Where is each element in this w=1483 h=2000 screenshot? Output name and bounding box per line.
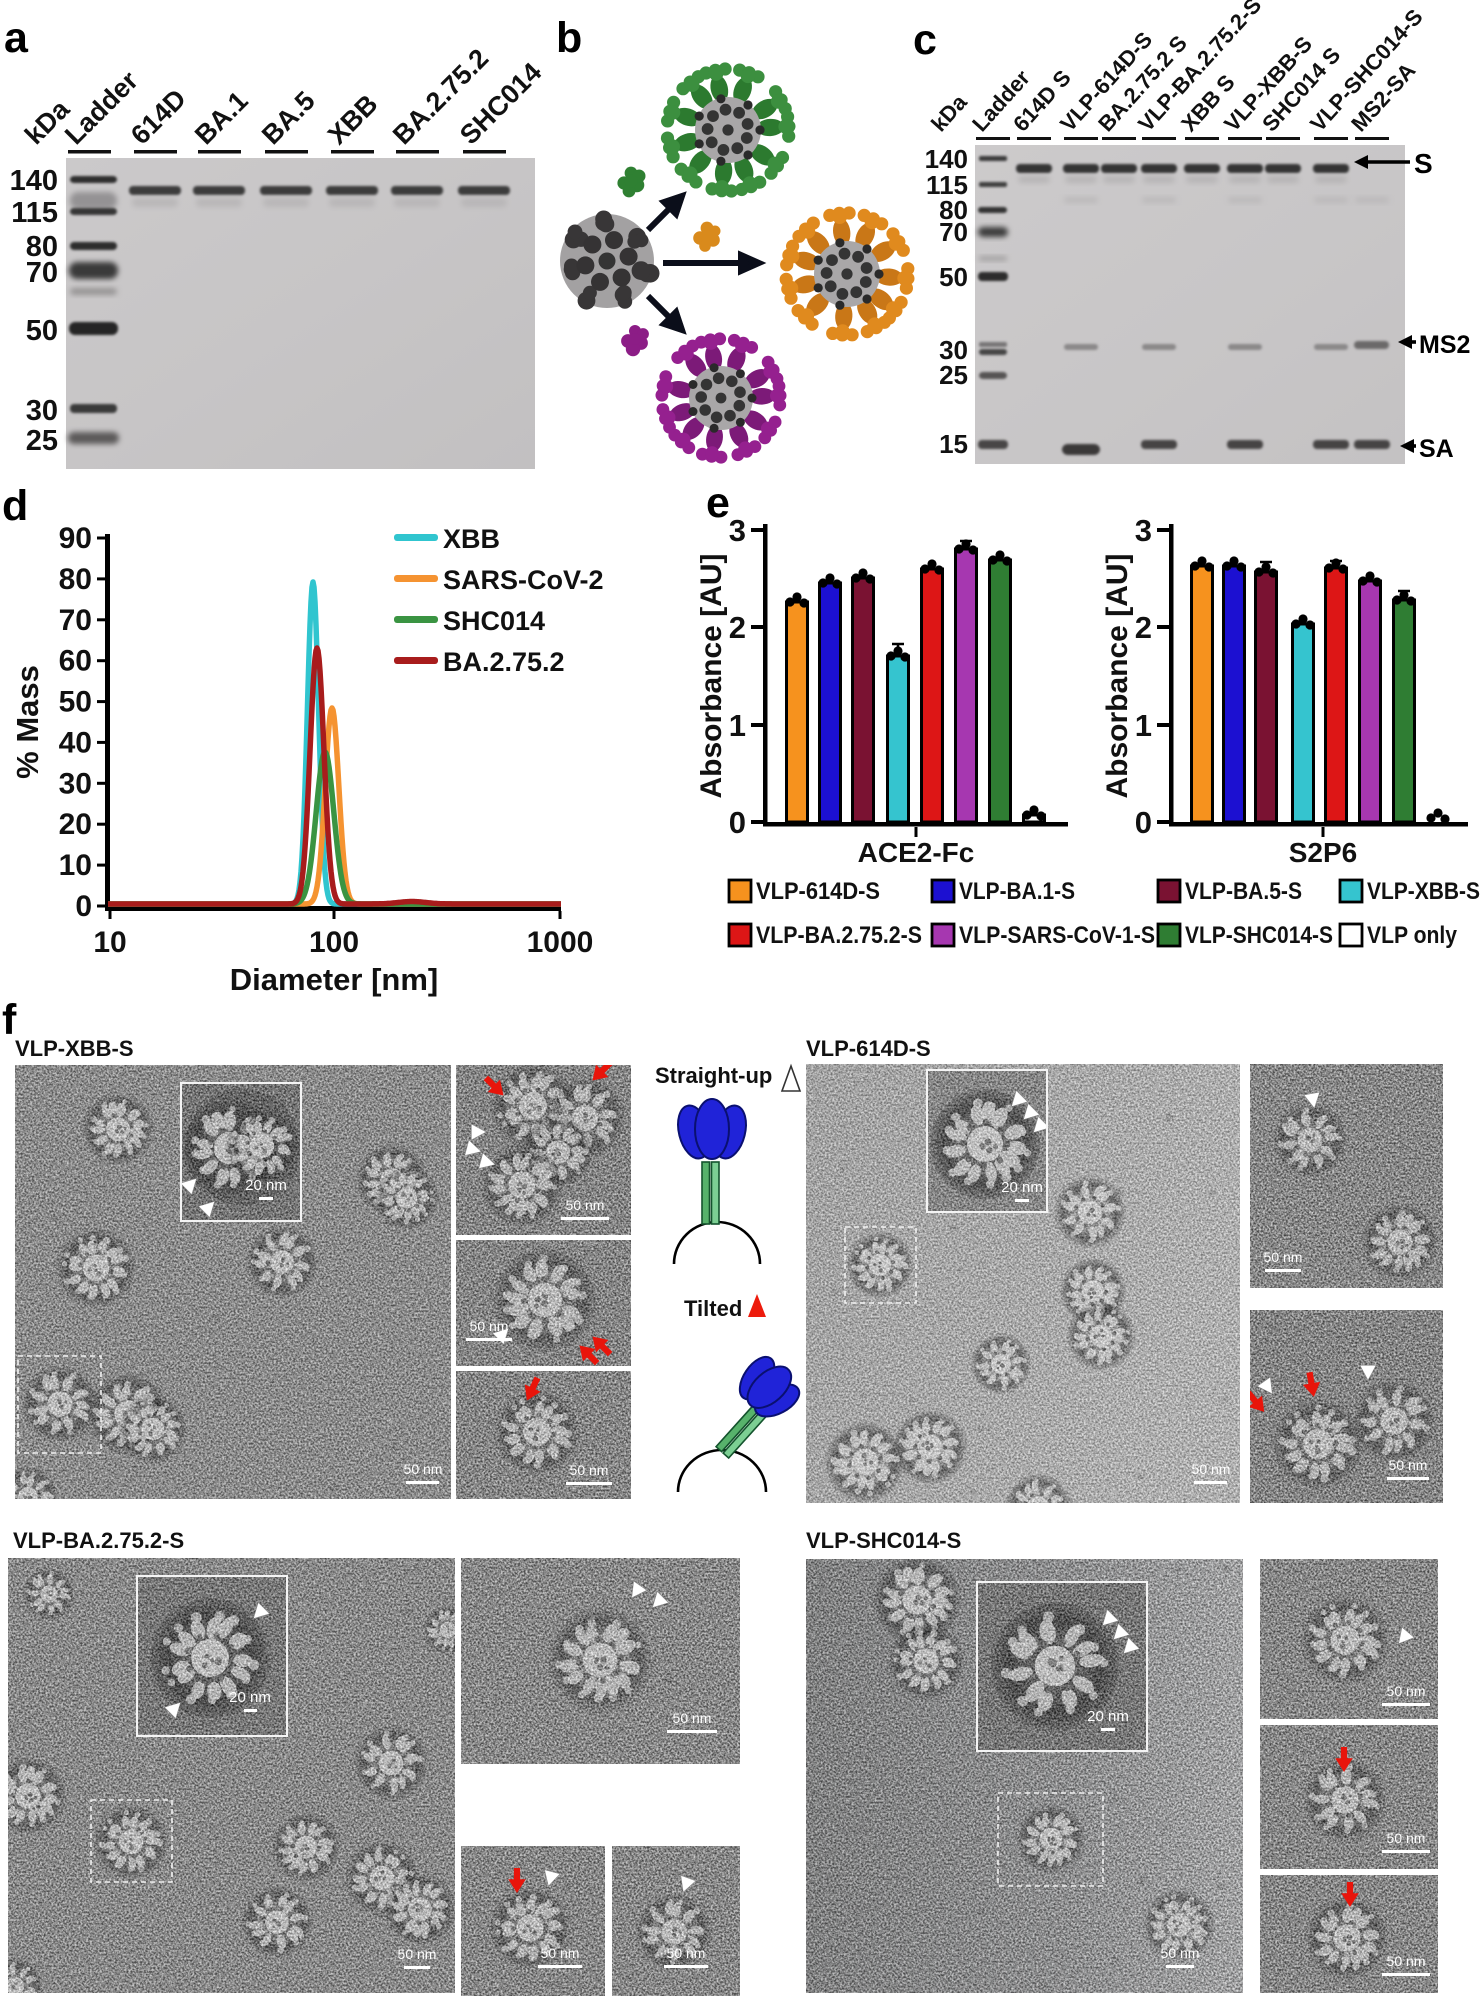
svg-text:115: 115 [11, 197, 58, 229]
svg-text:50 nm: 50 nm [1192, 1461, 1231, 1477]
svg-text:80: 80 [26, 231, 58, 263]
svg-text:50 nm: 50 nm [1387, 1830, 1426, 1846]
svg-text:60: 60 [59, 645, 92, 678]
svg-text:70: 70 [939, 217, 968, 247]
svg-text:VLP-BA.2.75.2-S: VLP-BA.2.75.2-S [13, 1528, 184, 1553]
svg-text:VLP-SARS-CoV-1-S: VLP-SARS-CoV-1-S [959, 922, 1155, 949]
svg-text:VLP-614D-S: VLP-614D-S [756, 878, 880, 905]
svg-text:20: 20 [59, 808, 92, 841]
svg-text:Diameter [nm]: Diameter [nm] [230, 962, 438, 997]
svg-text:50 nm: 50 nm [470, 1318, 509, 1334]
svg-text:90: 90 [59, 522, 92, 555]
svg-text:VLP-614D-S: VLP-614D-S [806, 1036, 931, 1061]
svg-text:25: 25 [939, 360, 968, 390]
svg-text:2: 2 [729, 610, 746, 645]
svg-text:80: 80 [939, 195, 968, 225]
svg-text:a: a [4, 14, 29, 62]
svg-text:VLP-SHC014-S: VLP-SHC014-S [806, 1528, 961, 1553]
svg-text:0: 0 [1135, 805, 1152, 840]
svg-text:15: 15 [939, 429, 968, 459]
svg-text:100: 100 [309, 926, 359, 959]
svg-text:Absorbance [AU]: Absorbance [AU] [1101, 553, 1134, 798]
svg-text:50 nm: 50 nm [673, 1710, 712, 1726]
svg-text:VLP-SHC014-S: VLP-SHC014-S [1185, 922, 1333, 949]
svg-text:VLP-XBB-S: VLP-XBB-S [1367, 878, 1480, 905]
svg-text:50 nm: 50 nm [667, 1945, 706, 1961]
svg-text:VLP-BA.2.75.2-S: VLP-BA.2.75.2-S [756, 922, 922, 949]
svg-text:50 nm: 50 nm [404, 1461, 443, 1477]
svg-text:40: 40 [59, 726, 92, 759]
svg-text:140: 140 [925, 144, 968, 174]
svg-text:Ladder: Ladder [59, 65, 144, 150]
svg-text:kDa: kDa [19, 93, 76, 150]
svg-text:30: 30 [939, 335, 968, 365]
svg-text:VLP only: VLP only [1367, 922, 1458, 949]
svg-text:BA.5: BA.5 [256, 86, 321, 151]
svg-text:BA.1: BA.1 [189, 86, 254, 151]
svg-text:2: 2 [1135, 610, 1152, 645]
svg-text:VLP-XBB-S: VLP-XBB-S [15, 1036, 134, 1061]
svg-text:50 nm: 50 nm [398, 1946, 437, 1962]
svg-text:0: 0 [729, 805, 746, 840]
svg-text:0: 0 [75, 890, 92, 923]
svg-text:10: 10 [59, 849, 92, 882]
svg-text:Absorbance [AU]: Absorbance [AU] [700, 553, 728, 798]
svg-text:XBB: XBB [443, 524, 500, 554]
svg-text:50 nm: 50 nm [541, 1945, 580, 1961]
svg-text:% Mass: % Mass [10, 665, 45, 779]
svg-text:50: 50 [939, 262, 968, 292]
svg-text:VLP-BA.1-S: VLP-BA.1-S [959, 878, 1075, 905]
svg-text:kDa: kDa [926, 89, 972, 136]
svg-text:50 nm: 50 nm [566, 1197, 605, 1213]
svg-text:10: 10 [93, 926, 126, 959]
svg-text:SARS-CoV-2: SARS-CoV-2 [443, 565, 604, 595]
svg-text:Straight-up: Straight-up [655, 1063, 772, 1088]
svg-text:S: S [1414, 148, 1433, 179]
svg-text:50 nm: 50 nm [570, 1462, 609, 1478]
svg-text:140: 140 [10, 165, 58, 197]
svg-text:3: 3 [729, 513, 746, 548]
svg-text:e: e [706, 480, 730, 527]
svg-text:Tilted: Tilted [684, 1296, 742, 1321]
svg-text:50: 50 [26, 315, 58, 347]
svg-text:80: 80 [59, 563, 92, 596]
svg-text:VLP-BA.5-S: VLP-BA.5-S [1185, 878, 1302, 905]
svg-text:BA.2.75.2: BA.2.75.2 [443, 647, 565, 677]
svg-text:MS2: MS2 [1419, 331, 1470, 359]
svg-text:70: 70 [59, 604, 92, 637]
svg-text:XBB: XBB [322, 89, 384, 151]
svg-text:SA: SA [1419, 435, 1454, 463]
svg-text:d: d [2, 482, 28, 530]
svg-text:20 nm: 20 nm [1087, 1708, 1129, 1725]
svg-text:50 nm: 50 nm [1161, 1945, 1200, 1961]
svg-text:3: 3 [1135, 513, 1152, 548]
svg-text:20 nm: 20 nm [245, 1177, 287, 1194]
svg-text:c: c [913, 16, 937, 64]
svg-text:50 nm: 50 nm [1264, 1249, 1303, 1265]
svg-text:70: 70 [26, 257, 58, 289]
svg-text:1: 1 [1135, 708, 1152, 743]
svg-text:30: 30 [59, 767, 92, 800]
svg-text:115: 115 [926, 170, 968, 200]
svg-text:50 nm: 50 nm [1387, 1953, 1426, 1969]
svg-text:S2P6: S2P6 [1289, 837, 1358, 868]
svg-text:1: 1 [729, 708, 746, 743]
svg-text:30: 30 [26, 395, 58, 427]
svg-text:20 nm: 20 nm [1001, 1179, 1043, 1196]
svg-text:f: f [2, 1000, 17, 1044]
svg-text:25: 25 [26, 425, 58, 457]
svg-text:50: 50 [59, 686, 92, 719]
svg-text:SHC014: SHC014 [443, 606, 545, 636]
svg-text:1000: 1000 [527, 926, 594, 959]
svg-text:20 nm: 20 nm [229, 1689, 271, 1706]
svg-text:ACE2-Fc: ACE2-Fc [858, 837, 975, 868]
svg-text:50 nm: 50 nm [1387, 1683, 1426, 1699]
svg-text:b: b [556, 14, 582, 62]
svg-text:50 nm: 50 nm [1389, 1457, 1428, 1473]
